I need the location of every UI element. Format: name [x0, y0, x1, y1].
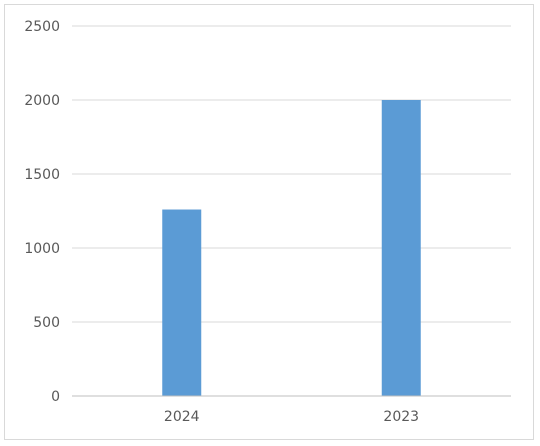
y-tick-label: 2000 — [24, 93, 60, 109]
y-tick-label: 1500 — [24, 167, 60, 183]
chart-frame — [4, 4, 534, 440]
x-tick-label: 2023 — [383, 409, 419, 425]
x-axis-tick-labels: 2024 2023 — [164, 409, 419, 425]
gridlines — [72, 25, 511, 323]
y-tick-label: 500 — [33, 315, 60, 331]
y-axis-tick-labels: 0 500 1000 1500 2000 2500 — [24, 19, 60, 405]
bar-2023 — [381, 100, 421, 396]
y-tick-label: 1000 — [24, 241, 60, 257]
bar-2024 — [162, 209, 202, 396]
y-tick-label: 0 — [51, 389, 60, 405]
x-tick-label: 2024 — [164, 409, 200, 425]
bars — [162, 100, 421, 396]
y-tick-label: 2500 — [24, 19, 60, 35]
